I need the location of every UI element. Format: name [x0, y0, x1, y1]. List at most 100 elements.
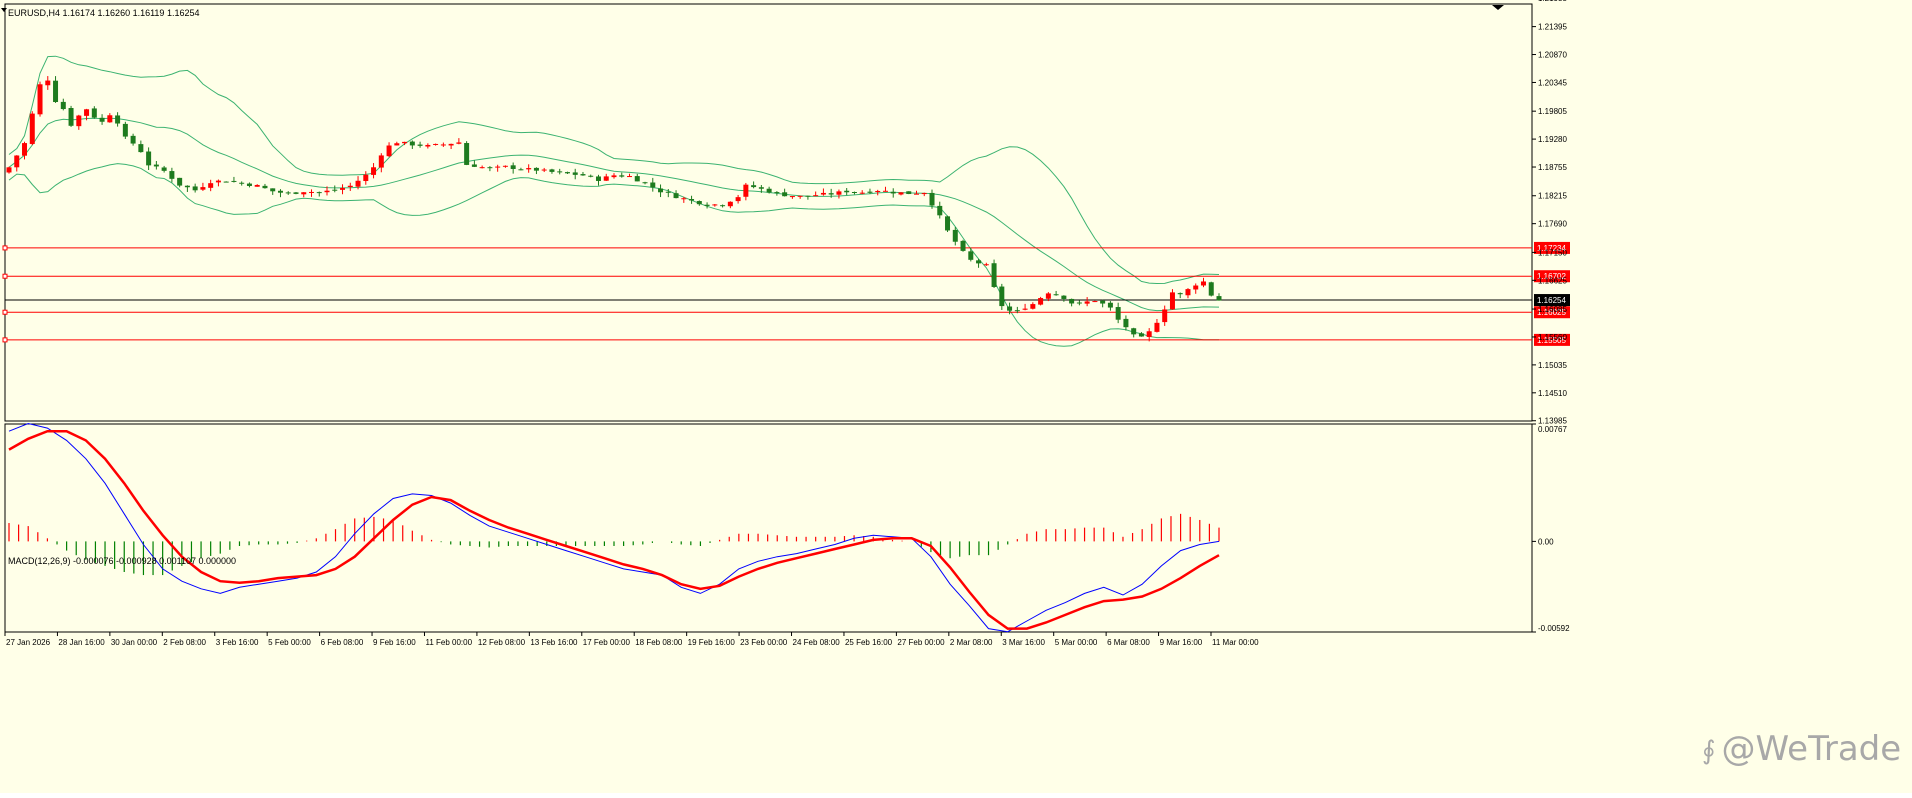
candle-body: [875, 190, 881, 192]
candle-body: [115, 115, 121, 124]
candle-body: [425, 144, 431, 147]
candle-body: [844, 190, 850, 193]
candle-body: [371, 167, 377, 175]
candle-body: [658, 188, 664, 193]
candle-body: [22, 143, 28, 156]
candle-body: [1014, 310, 1020, 312]
macd-tick-label: 0.00767: [1538, 425, 1567, 434]
level-handle-0: [2, 245, 8, 251]
candle-body: [332, 189, 338, 191]
candle-body: [301, 192, 307, 195]
time-tick-label: 2 Feb 08:00: [163, 638, 206, 647]
candle-body: [557, 171, 563, 173]
candle-body: [533, 167, 539, 171]
candle-body: [29, 113, 35, 144]
level-price-tag-0: [1534, 241, 1570, 254]
symbol-header: EURUSD,H4 1.16174 1.16260 1.16119 1.1625…: [8, 8, 199, 18]
level-price-label-3: 1.15505: [1537, 336, 1566, 345]
candle-body: [316, 192, 322, 194]
candle-body: [572, 172, 578, 175]
time-tick-label: 19 Feb 16:00: [688, 638, 736, 647]
indicator-header: MACD(12,26,9) -0.000076 -0.000928 0.0011…: [8, 556, 236, 566]
price-tick-label: 1.15560: [1538, 333, 1567, 342]
candle-body: [1115, 307, 1121, 320]
candle-body: [789, 196, 795, 198]
candle-body: [1131, 328, 1137, 335]
candle-body: [239, 182, 245, 184]
candle-body: [409, 141, 415, 146]
candle-body: [99, 117, 105, 122]
candle-body: [704, 204, 710, 206]
price-tick-label: 1.19280: [1538, 135, 1567, 144]
candle-body: [937, 205, 943, 216]
candle-body: [122, 123, 128, 137]
candle-body: [285, 192, 291, 194]
candle-body: [45, 80, 51, 86]
candle-body: [246, 183, 252, 186]
price-tick-label: 1.15035: [1538, 361, 1567, 370]
candle-body: [735, 197, 741, 202]
candle-body: [627, 176, 633, 178]
candle-body: [84, 109, 90, 116]
candle-body: [991, 263, 997, 287]
candle-body: [867, 191, 873, 193]
candle-body: [37, 84, 43, 115]
candle-body: [1138, 333, 1144, 337]
candle-body: [1216, 296, 1222, 301]
candle-body: [836, 191, 842, 195]
time-tick-label: 30 Jan 00:00: [111, 638, 158, 647]
candle-body: [797, 195, 803, 197]
candle-body: [952, 229, 958, 242]
watermark: ∮ @WeTrade: [1702, 729, 1901, 769]
dropdown-icon[interactable]: [1, 8, 7, 12]
macd-tick-label: 0.00: [1538, 537, 1554, 546]
candle-body: [200, 187, 206, 190]
time-tick-label: 5 Feb 00:00: [268, 638, 311, 647]
price-axis: 1.17234 1.16702 1.16025 1.15505 1.16254 1.219…: [1532, 0, 1570, 633]
price-tick-label: 1.16625: [1538, 276, 1567, 285]
candle-body: [1030, 304, 1036, 309]
candle-body: [502, 165, 508, 167]
current-price-tag: [1534, 294, 1570, 307]
wetrade-logo-icon: ∮: [1702, 735, 1716, 766]
time-tick-label: 27 Jan 2026: [6, 638, 51, 647]
candle-body: [526, 168, 532, 170]
candle-body: [642, 182, 648, 184]
candle-body: [14, 155, 20, 168]
candle-body: [1177, 293, 1183, 295]
candle-body: [394, 143, 400, 146]
level-price-label-1: 1.16702: [1537, 272, 1566, 281]
candle-body: [440, 144, 446, 146]
time-tick-label: 17 Feb 00:00: [583, 638, 631, 647]
candle-body: [914, 193, 919, 195]
price-tick-label: 1.21395: [1538, 23, 1567, 32]
candle-body: [619, 175, 625, 177]
candle-body: [1107, 302, 1113, 308]
candle-body: [448, 143, 454, 146]
macd-signal-line: [8, 429, 1220, 630]
candle-body: [456, 142, 462, 144]
time-tick-label: 9 Mar 16:00: [1160, 638, 1203, 647]
time-tick-label: 6 Mar 08:00: [1107, 638, 1150, 647]
candle-body: [68, 108, 74, 126]
time-tick-label: 23 Feb 00:00: [740, 638, 788, 647]
candle-body: [634, 176, 640, 182]
candle-body: [347, 185, 353, 187]
candle-body: [1045, 293, 1051, 299]
candle-body: [53, 80, 59, 103]
candle-body: [1123, 318, 1129, 328]
candle-body: [417, 144, 423, 146]
candle-body: [696, 201, 702, 205]
candle-body: [309, 191, 314, 193]
shift-marker-icon[interactable]: [1492, 5, 1504, 10]
time-tick-label: 12 Feb 08:00: [478, 638, 526, 647]
price-tick-label: 1.17150: [1538, 248, 1567, 257]
candle-body: [681, 198, 687, 200]
candle-body: [595, 176, 601, 181]
candle-body: [813, 195, 819, 197]
horizontal-levels[interactable]: [2, 245, 1532, 343]
candle-body: [464, 143, 470, 165]
candle-body: [1076, 302, 1082, 304]
